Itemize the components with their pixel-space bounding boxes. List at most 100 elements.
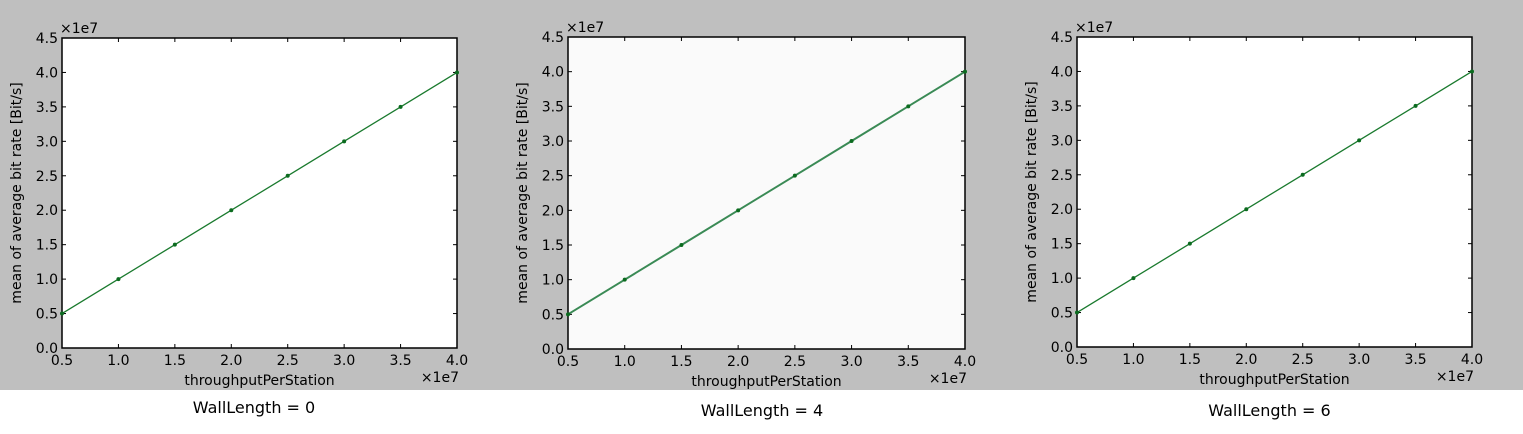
data-point [1131, 276, 1136, 281]
series-line [61, 71, 458, 315]
chart-caption: WallLength = 0 [192, 398, 316, 417]
x-offset-label: ×1e7 [929, 371, 967, 387]
x-tick-label: 0.5 [557, 354, 579, 370]
y-tick-label: 2.0 [36, 203, 58, 219]
y-tick-label: 4.0 [1051, 64, 1073, 80]
data-point [229, 208, 234, 213]
data-point [1357, 138, 1362, 143]
x-tick-label: 3.0 [840, 354, 862, 370]
data-point [455, 70, 459, 75]
y-tick-label: 1.5 [542, 238, 564, 254]
y-tick-label: 3.0 [1051, 133, 1073, 149]
x-tick-label: 4.0 [1461, 352, 1483, 368]
x-tick-label: 0.5 [51, 353, 73, 369]
y-tick-label: 0.0 [1051, 340, 1073, 356]
y-tick-label: 0.5 [542, 307, 564, 323]
x-tick-label: 1.0 [1122, 352, 1144, 368]
x-tick-label: 2.5 [1292, 352, 1314, 368]
chart-panel-1: 0.0 0.5 1.0 1.5 2.0 2.5 3.0 3.5 4.0 4.5 0.5 1.0 1.5 2… [508, 0, 1016, 434]
data-point [679, 243, 684, 247]
x-tick-label: 2.0 [727, 354, 749, 370]
x-tick-label: 2.5 [784, 354, 806, 370]
chart-panel-0: 0.0 0.5 1.0 1.5 2.0 2.5 3.0 3.5 4.0 4.5 0.5 1.0 1.5 2… [0, 0, 508, 434]
y-axis-label: mean of average bit rate [Bit/s] [9, 82, 25, 303]
x-tick-label: 4.0 [446, 353, 468, 369]
x-tick-label: 1.5 [164, 353, 186, 369]
y-tick-label: 0.0 [36, 341, 58, 357]
data-point [622, 277, 627, 282]
x-tick-label: 2.0 [1235, 352, 1257, 368]
y-offset-label: ×1e7 [566, 20, 604, 36]
data-point [1187, 241, 1192, 246]
y-tick-label: 4.5 [36, 31, 58, 47]
data-point [398, 104, 403, 109]
x-tick-label: 3.5 [389, 353, 411, 369]
x-tick-label: 1.5 [670, 354, 692, 370]
data-point [116, 277, 121, 282]
data-point [906, 104, 911, 109]
data-point [285, 173, 290, 178]
data-point [172, 242, 177, 247]
x-axis-label: throughputPerStation [184, 373, 334, 389]
x-axis-label: throughputPerStation [691, 374, 841, 390]
data-point [736, 208, 741, 213]
line-chart: 0.00.51.01.52.02.53.03.54.04.50.5 1.0 1.5 2… [1024, 20, 1483, 388]
data-point [963, 69, 967, 74]
y-tick-label: 3.5 [1051, 99, 1073, 115]
chart-panel-2: 0.0 0.5 1.0 1.5 2.0 2.5 3.0 3.5 4.0 4.5 0.5 1.0 1.5 2… [1016, 0, 1523, 434]
x-tick-label: 3.5 [897, 354, 919, 370]
data-point [1470, 69, 1474, 74]
x-tick-label: 1.0 [107, 353, 129, 369]
data-point [342, 139, 347, 144]
y-tick-label: 4.0 [36, 65, 58, 81]
x-tick-label: 1.5 [1179, 352, 1201, 368]
y-tick-label: 0.0 [542, 342, 564, 358]
x-tick-label: 3.0 [333, 353, 355, 369]
line-chart: 0.00.51.01.52.02.53.03.54.04.50.5 1.0 1.5 2… [515, 20, 976, 390]
y-tick-label: 1.0 [542, 273, 564, 289]
data-point [1244, 207, 1249, 212]
y-tick-label: 1.0 [1051, 271, 1073, 287]
x-offset-label: ×1e7 [421, 370, 459, 386]
x-tick-label: 1.0 [614, 354, 636, 370]
line-chart: 0.00.51.01.52.02.53.03.54.04.50.5 1.0 1.5 2… [9, 21, 468, 389]
chart-caption: WallLength = 6 [1208, 401, 1331, 420]
x-tick-label: 2.5 [277, 353, 299, 369]
y-tick-label: 3.5 [542, 99, 564, 115]
data-point [60, 311, 64, 316]
y-tick-label: 3.0 [542, 134, 564, 150]
chart-caption: WallLength = 4 [700, 401, 824, 420]
y-tick-label: 0.5 [36, 307, 58, 323]
x-tick-label: 4.0 [954, 354, 976, 370]
x-axis-label: throughputPerStation [1199, 372, 1349, 388]
y-tick-label: 4.0 [542, 65, 564, 81]
y-tick-label: 1.0 [36, 272, 58, 288]
y-tick-label: 1.5 [1051, 237, 1073, 253]
y-offset-label: ×1e7 [1075, 20, 1113, 36]
y-tick-label: 2.0 [1051, 202, 1073, 218]
data-point [1300, 172, 1305, 177]
y-tick-label: 2.0 [542, 203, 564, 219]
data-point [792, 173, 797, 178]
y-tick-label: 2.5 [1051, 168, 1073, 184]
data-point [1075, 310, 1079, 315]
x-tick-label: 3.5 [1404, 352, 1426, 368]
y-offset-label: ×1e7 [60, 21, 98, 37]
y-tick-label: 4.5 [542, 30, 564, 46]
y-tick-label: 3.0 [36, 134, 58, 150]
data-point [1413, 103, 1418, 108]
y-tick-label: 2.5 [542, 169, 564, 185]
y-tick-label: 0.5 [1051, 306, 1073, 322]
x-tick-label: 0.5 [1066, 352, 1088, 368]
y-tick-label: 4.5 [1051, 30, 1073, 46]
y-axis-label: mean of average bit rate [Bit/s] [515, 82, 531, 303]
y-tick-label: 3.5 [36, 100, 58, 116]
y-axis-label: mean of average bit rate [Bit/s] [1024, 81, 1040, 302]
data-point [566, 312, 570, 317]
x-tick-label: 2.0 [220, 353, 242, 369]
series-line [567, 70, 966, 316]
x-tick-label: 3.0 [1348, 352, 1370, 368]
y-tick-label: 1.5 [36, 238, 58, 254]
data-point [849, 139, 854, 143]
x-offset-label: ×1e7 [1436, 369, 1474, 385]
